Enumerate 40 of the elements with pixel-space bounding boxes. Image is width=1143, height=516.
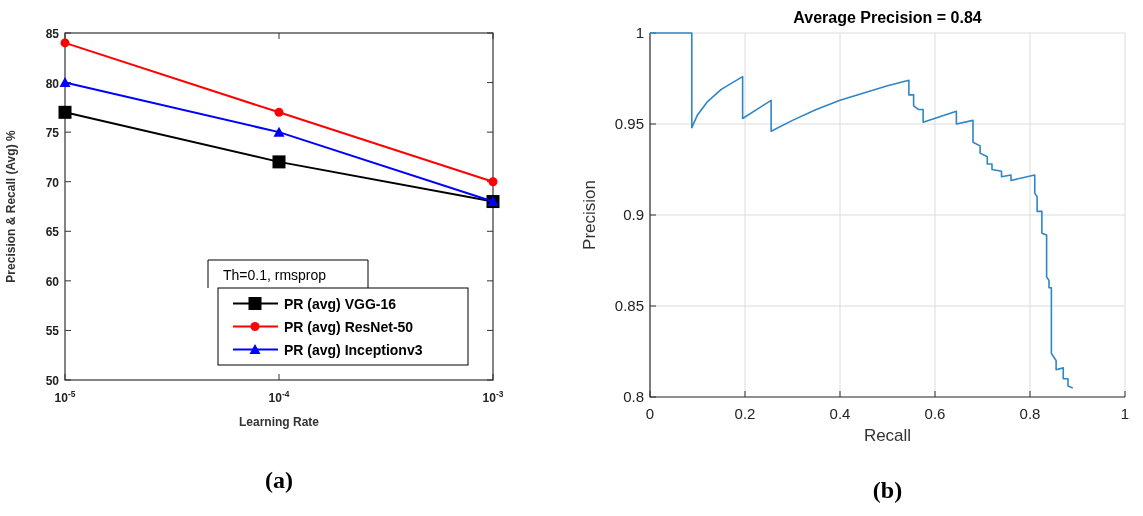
point [274,107,284,117]
y-axis-title: Precision & Recall (Avg) % [4,130,18,283]
point [60,38,70,48]
y-tick-label: 0.95 [614,115,644,132]
x-tick-label: 10$^{-3}$ [482,389,504,405]
legend-label: PR (avg) ResNet-50 [284,318,414,335]
point [58,105,72,119]
point [488,177,498,187]
x-tick-label: 0 [645,405,655,422]
chart-title: Average Precision = 0.84 [793,9,982,26]
y-tick-label: 0.9 [623,206,644,223]
y-tick-label: 80 [45,76,60,91]
legend-title: Th=0.1, rmsprop [223,267,327,283]
legend-label: PR (avg) Inceptionv3 [284,341,423,358]
y-tick-label: 70 [45,175,60,190]
y-tick-label: 0.85 [614,297,644,314]
y-tick-label: 1 [635,24,644,41]
y-tick-label: 50 [45,374,60,388]
y-tick-label: 85 [45,27,60,41]
x-tick-label: 0.6 [924,405,946,422]
line-series [649,32,1074,389]
x-tick-label: 1 [1120,405,1130,422]
point [59,77,71,88]
y-axis-title: Precision [580,180,599,250]
text: (a) [265,467,293,493]
x-tick-label: 0.4 [829,405,851,422]
x-tick-label: 0.8 [1019,405,1041,422]
y-tick-label: 55 [45,324,60,339]
x-tick-label: 10$^{-5}$ [54,389,76,405]
y-tick-label: 65 [45,225,60,240]
y-tick-label: 75 [45,126,60,141]
legend-label: PR (avg) VGG-16 [284,295,397,312]
x-tick-label: 10$^{-4}$ [268,389,290,405]
point [273,126,285,137]
text: (b) [872,477,903,503]
x-tick-label: 0.2 [734,405,756,422]
point [272,155,286,169]
x-axis-title: Learning Rate [238,415,320,429]
x-axis-title: Recall [863,426,912,445]
y-tick-label: 60 [45,274,60,289]
